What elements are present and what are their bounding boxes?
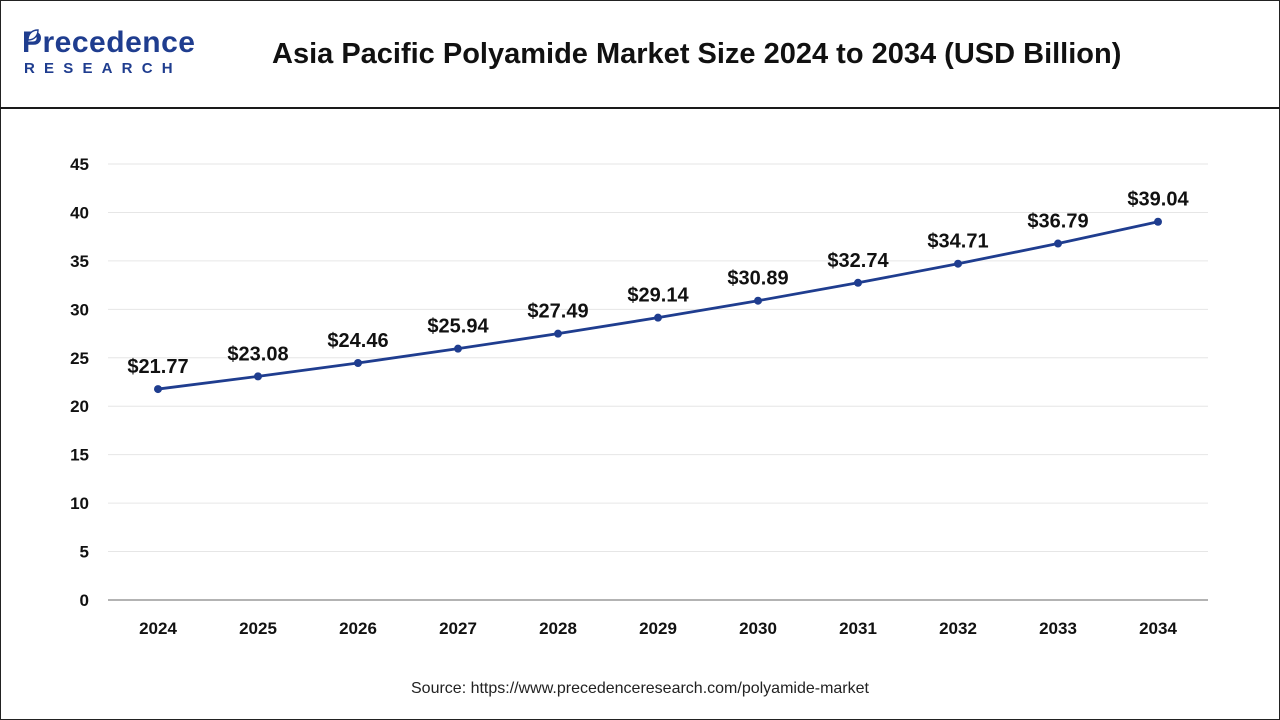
- x-tick-label: 2028: [539, 619, 577, 638]
- x-tick-label: 2024: [139, 619, 177, 638]
- data-point: [1154, 217, 1162, 226]
- data-point: [754, 296, 762, 305]
- data-label: $21.77: [127, 356, 188, 378]
- data-point: [454, 344, 462, 353]
- x-tick-label: 2025: [239, 619, 277, 638]
- data-point: [1054, 239, 1062, 248]
- source-note: Source: https://www.precedenceresearch.c…: [411, 680, 869, 697]
- data-label: $24.46: [327, 330, 388, 352]
- y-tick-label: 20: [70, 397, 89, 416]
- y-tick-label: 15: [70, 446, 89, 465]
- x-tick-label: 2026: [339, 619, 377, 638]
- leaf-icon: [27, 29, 39, 41]
- data-point: [554, 329, 562, 338]
- header: Precedence RESEARCH Asia Pacific Polyami…: [0, 0, 1280, 109]
- data-label: $34.71: [927, 231, 988, 253]
- x-tick-label: 2032: [939, 619, 977, 638]
- logo-wordmark: Precedence: [22, 26, 196, 59]
- y-tick-label: 40: [70, 203, 89, 222]
- data-point: [354, 359, 362, 368]
- y-tick-label: 30: [70, 300, 89, 319]
- y-tick-label: 5: [80, 543, 89, 562]
- y-tick-label: 25: [70, 349, 89, 368]
- y-tick-label: 0: [80, 591, 89, 610]
- y-tick-label: 35: [70, 252, 89, 271]
- data-label: $30.89: [727, 268, 788, 290]
- data-label: $36.79: [1027, 211, 1088, 233]
- data-label: $27.49: [527, 301, 588, 323]
- data-label: $23.08: [227, 343, 288, 365]
- x-tick-label: 2033: [1039, 619, 1077, 638]
- y-tick-label: 10: [70, 494, 89, 513]
- x-tick-label: 2034: [1139, 619, 1177, 638]
- x-tick-label: 2030: [739, 619, 777, 638]
- data-label: $39.04: [1127, 189, 1189, 211]
- data-point: [254, 372, 262, 381]
- data-point: [654, 313, 662, 322]
- data-label: $32.74: [827, 250, 889, 272]
- x-tick-label: 2031: [839, 619, 877, 638]
- logo-subtitle: RESEARCH: [24, 60, 182, 77]
- x-tick-label: 2027: [439, 619, 477, 638]
- data-point: [854, 278, 862, 287]
- chart-title: Asia Pacific Polyamide Market Size 2024 …: [272, 38, 1122, 70]
- data-point: [954, 259, 962, 268]
- data-point: [154, 385, 162, 394]
- data-label: $25.94: [427, 316, 489, 338]
- brand-logo: Precedence RESEARCH: [22, 26, 222, 82]
- data-label: $29.14: [627, 285, 689, 307]
- x-tick-label: 2029: [639, 619, 677, 638]
- y-tick-label: 45: [70, 155, 89, 174]
